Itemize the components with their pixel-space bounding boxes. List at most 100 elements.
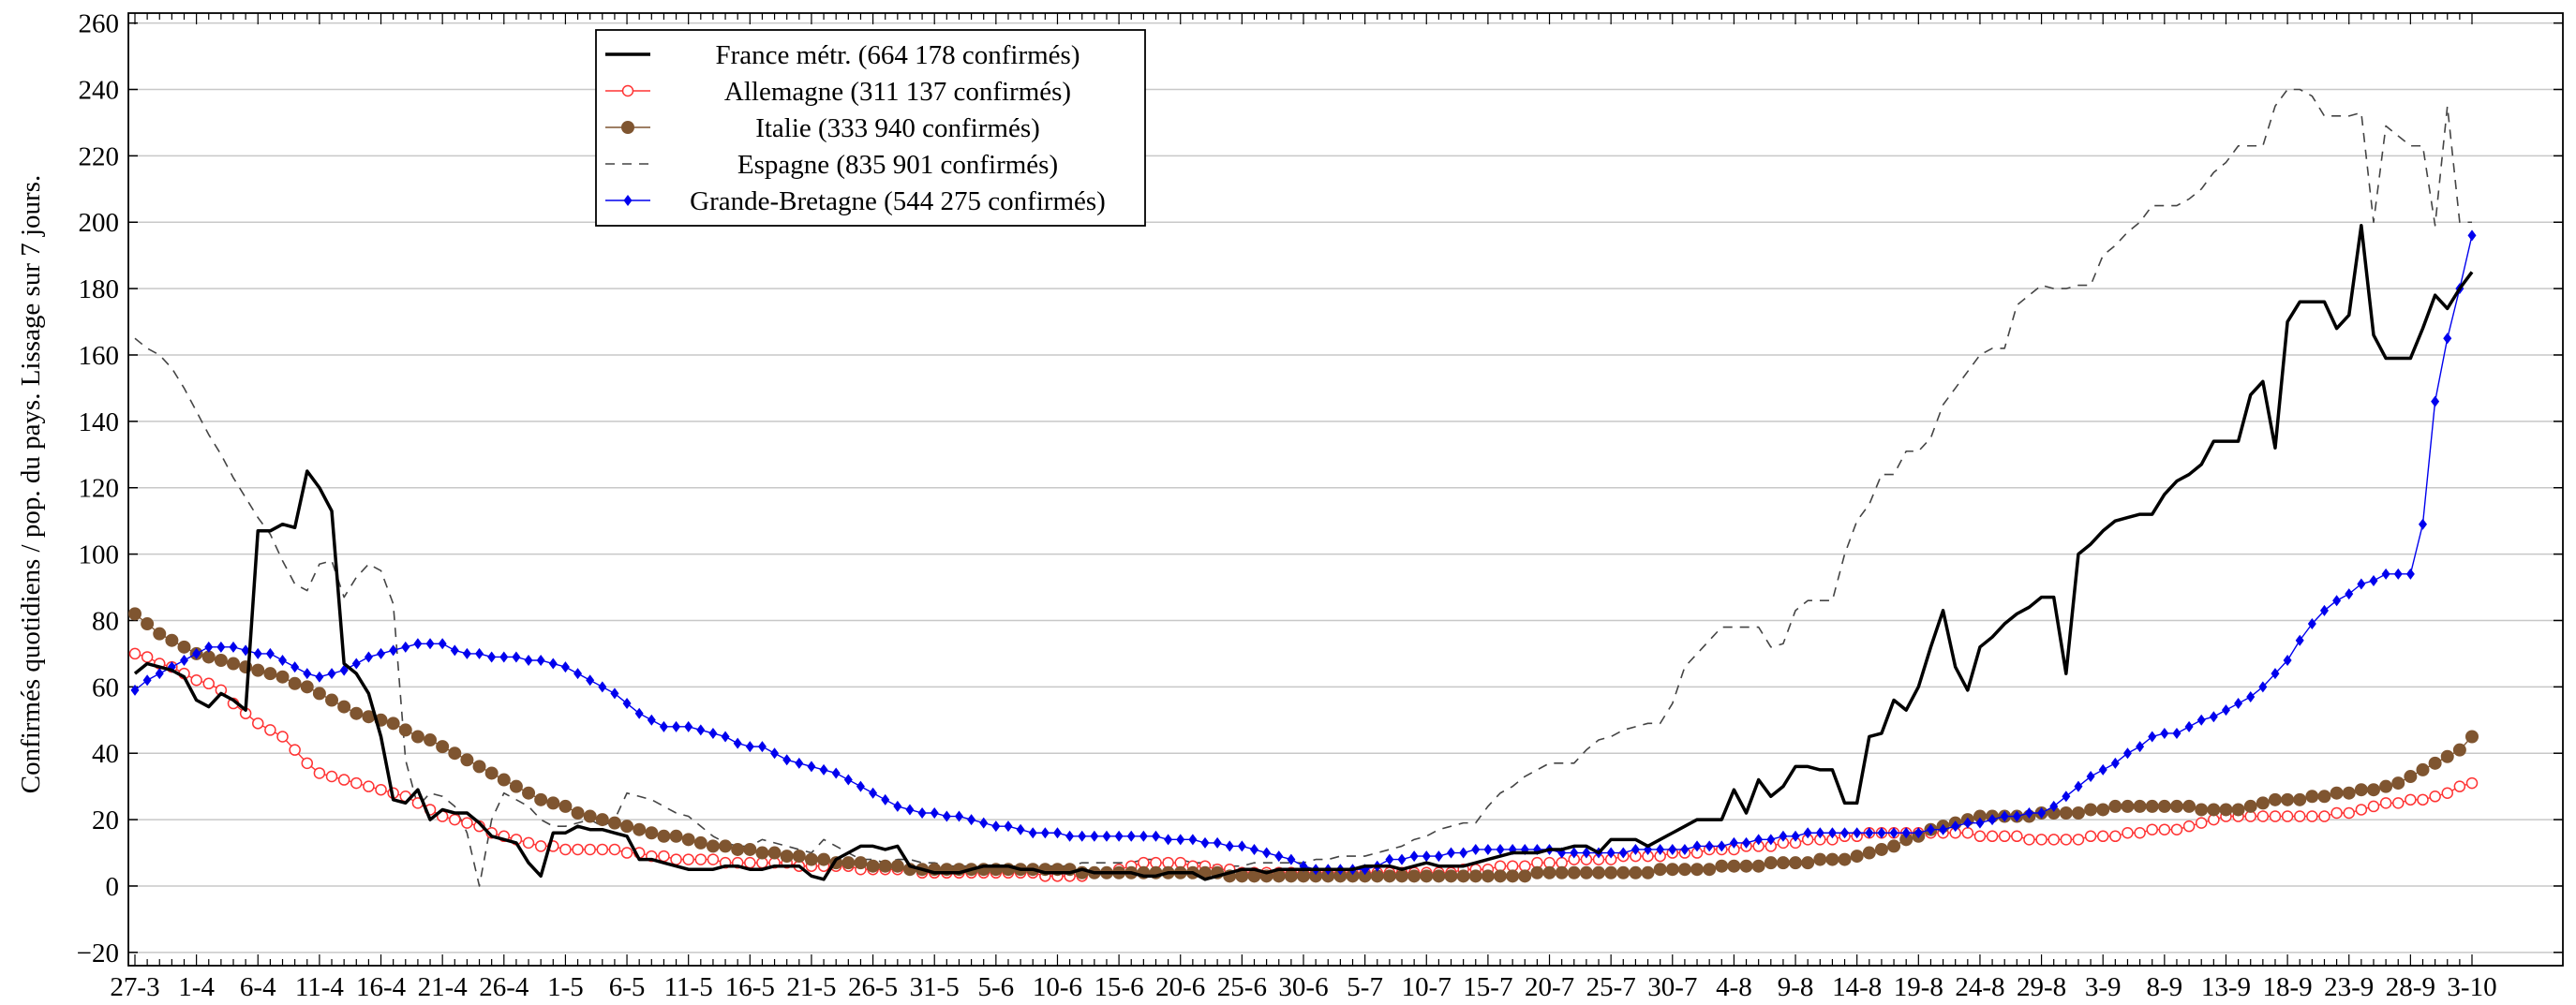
marker xyxy=(2418,518,2427,530)
marker xyxy=(2319,604,2329,616)
marker xyxy=(2221,704,2230,717)
marker xyxy=(767,846,782,860)
legend-label: Grande-Bretagne (544 275 confirmés) xyxy=(690,186,1106,216)
marker xyxy=(141,651,154,663)
marker xyxy=(1739,859,1753,873)
marker xyxy=(1164,834,1173,846)
marker xyxy=(325,693,339,707)
x-tick-label: 21-5 xyxy=(786,972,836,1000)
marker xyxy=(1961,827,1974,839)
marker xyxy=(672,720,681,732)
marker xyxy=(2196,714,2206,726)
legend-box xyxy=(595,29,1146,227)
marker xyxy=(1459,847,1468,859)
marker xyxy=(1151,830,1160,842)
marker xyxy=(2431,395,2440,407)
marker xyxy=(2122,747,2132,760)
marker xyxy=(596,843,609,856)
marker xyxy=(2096,803,2110,817)
marker xyxy=(201,650,216,664)
marker xyxy=(142,674,152,687)
marker xyxy=(401,641,410,653)
marker xyxy=(253,647,262,659)
marker xyxy=(658,850,670,863)
marker xyxy=(1274,850,1284,863)
marker xyxy=(610,687,619,700)
marker xyxy=(583,809,597,823)
marker xyxy=(2207,803,2221,817)
marker xyxy=(2440,749,2454,763)
marker xyxy=(595,813,609,827)
marker xyxy=(905,804,915,816)
marker xyxy=(1188,834,1198,846)
marker xyxy=(1052,827,1062,839)
marker xyxy=(524,654,533,666)
marker xyxy=(694,853,707,865)
marker xyxy=(2268,792,2282,806)
marker xyxy=(1494,869,1508,883)
marker xyxy=(1028,827,1037,839)
marker xyxy=(721,731,730,743)
marker xyxy=(621,84,634,97)
marker xyxy=(1213,836,1222,849)
marker xyxy=(2369,574,2378,586)
x-tick-label: 15-7 xyxy=(1463,972,1512,1000)
marker xyxy=(2452,743,2466,757)
marker xyxy=(410,730,424,744)
marker xyxy=(2182,820,2196,833)
marker xyxy=(622,698,632,710)
marker xyxy=(363,780,375,792)
marker xyxy=(572,843,584,856)
marker xyxy=(2231,803,2245,817)
marker xyxy=(620,847,633,859)
marker xyxy=(214,653,228,667)
marker xyxy=(1754,834,1764,846)
marker xyxy=(1570,847,1579,859)
marker xyxy=(364,651,373,663)
x-tick-label: 1-5 xyxy=(547,972,584,1000)
x-tick-label: 1-4 xyxy=(178,972,215,1000)
marker xyxy=(153,627,167,641)
marker xyxy=(2071,805,2085,820)
marker xyxy=(2393,568,2403,580)
marker xyxy=(634,707,644,719)
marker xyxy=(2467,229,2477,242)
marker xyxy=(278,654,288,666)
x-tick-label: 24-8 xyxy=(1955,972,2004,1000)
x-tick-label: 16-4 xyxy=(356,972,407,1000)
marker xyxy=(438,638,447,650)
marker xyxy=(2295,634,2304,646)
x-tick-label: 3-10 xyxy=(2447,972,2496,1000)
marker xyxy=(350,776,363,790)
marker xyxy=(462,647,471,659)
marker xyxy=(2441,787,2453,799)
marker xyxy=(155,668,164,680)
marker xyxy=(2023,834,2035,846)
marker xyxy=(1986,830,1999,843)
marker xyxy=(2366,783,2380,797)
marker xyxy=(890,859,904,873)
marker xyxy=(2330,806,2343,820)
x-tick-label: 11-5 xyxy=(664,972,713,1000)
marker xyxy=(2367,800,2380,813)
marker xyxy=(1751,859,1765,873)
marker xyxy=(1703,863,1717,877)
marker xyxy=(1803,827,1812,839)
marker xyxy=(1102,830,1111,842)
marker xyxy=(831,767,841,779)
marker xyxy=(2429,791,2441,803)
marker xyxy=(1677,863,1691,877)
marker xyxy=(2108,799,2122,813)
y-axis-label: Confirmés quotidiens / pop. du pays. Lis… xyxy=(16,175,46,794)
marker xyxy=(141,617,155,631)
marker xyxy=(706,839,720,853)
marker xyxy=(2293,810,2306,822)
marker xyxy=(744,856,756,869)
marker xyxy=(275,670,290,684)
marker xyxy=(659,720,668,732)
marker xyxy=(2109,830,2122,843)
marker xyxy=(1496,843,1505,855)
marker xyxy=(1582,847,1591,859)
marker xyxy=(792,850,806,864)
marker xyxy=(1114,830,1124,842)
